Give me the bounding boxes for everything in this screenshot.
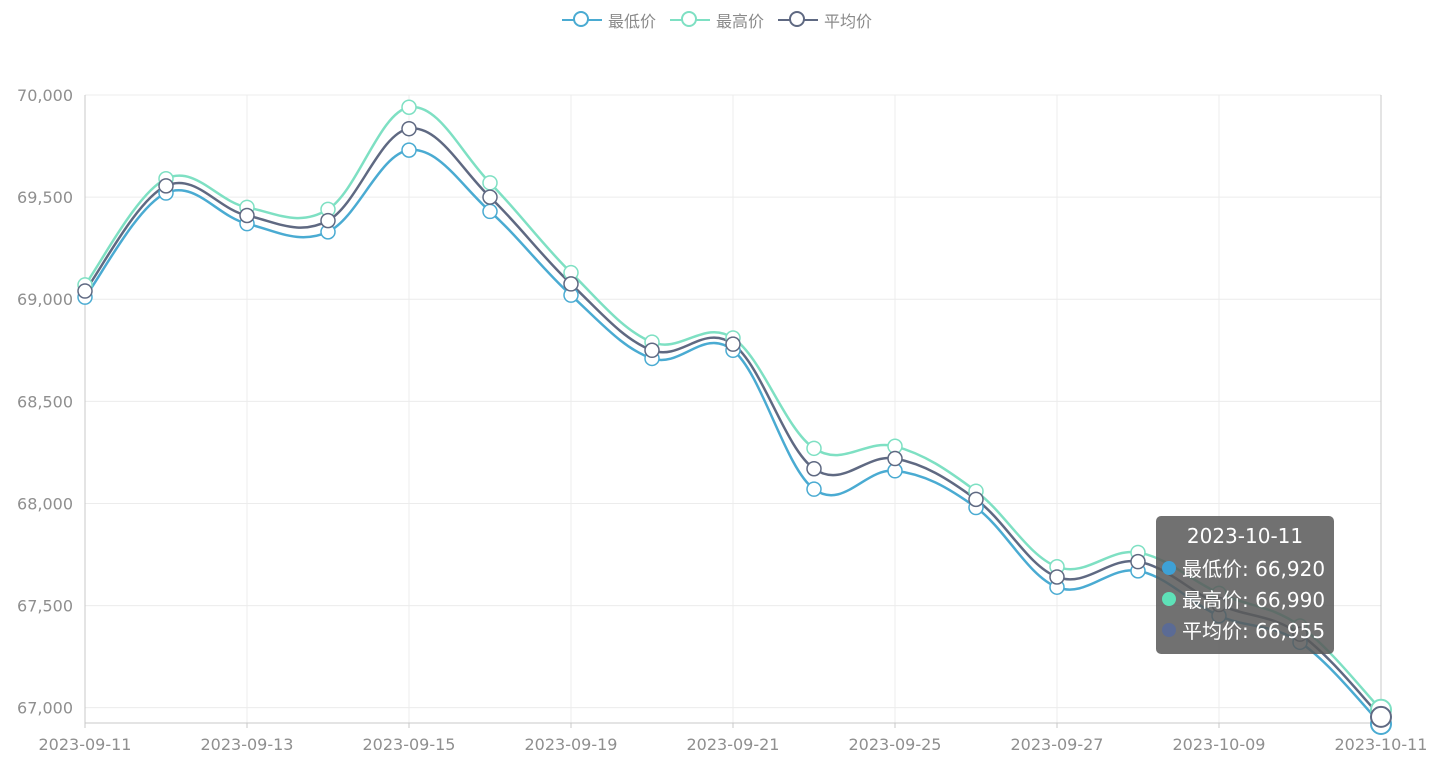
x-tick-label: 2023-09-27	[1011, 735, 1104, 754]
tooltip-value-lowest: 最低价: 66,920	[1182, 557, 1326, 581]
data-point-平均价	[482, 189, 498, 205]
tooltip-value-average: 平均价: 66,955	[1182, 619, 1326, 643]
legend-swatch-highest	[669, 9, 710, 31]
data-point-平均价	[806, 460, 822, 477]
x-tick-label: 2023-09-11	[39, 735, 132, 754]
tooltip-dot-highest	[1162, 591, 1176, 606]
y-tick-label: 69,500	[17, 188, 73, 207]
x-tick-label: 2023-09-25	[849, 735, 942, 754]
data-point-最低价	[482, 203, 498, 220]
y-tick-label: 70,000	[17, 86, 73, 105]
x-tick-label: 2023-09-19	[525, 735, 618, 754]
data-point-平均价	[644, 342, 660, 359]
y-tick-label: 68,000	[17, 494, 73, 513]
tooltip: 2023-10-11 最低价: 66,920 最高价: 66,990 平均价: …	[1156, 516, 1334, 654]
tooltip-value-highest: 最高价: 66,990	[1182, 588, 1326, 612]
y-tick-label: 67,000	[17, 699, 73, 718]
x-tick-label: 2023-09-21	[687, 735, 780, 754]
data-point-平均价	[563, 276, 579, 292]
legend-item-average[interactable]: 平均价	[778, 8, 872, 32]
legend-swatch-lowest	[561, 9, 602, 31]
legend-swatch-average	[778, 9, 818, 31]
data-point-最低价	[401, 142, 417, 158]
x-tick-label: 2023-10-09	[1173, 735, 1266, 754]
tooltip-row-lowest: 最低价: 66,920	[1162, 552, 1328, 583]
data-point-平均价	[1049, 569, 1065, 585]
tooltip-dot-lowest	[1162, 560, 1176, 575]
tooltip-title: 2023-10-11	[1186, 524, 1304, 548]
data-point-平均价	[725, 336, 741, 352]
data-point-平均价	[239, 207, 255, 224]
legend-item-lowest[interactable]: 最低价	[561, 8, 656, 32]
tooltip-dot-average	[1162, 622, 1176, 637]
y-tick-label: 68,500	[17, 392, 73, 411]
series-line-最高价	[84, 105, 1382, 711]
legend-item-highest[interactable]: 最高价	[669, 8, 764, 32]
legend-label-lowest: 最低价	[607, 12, 656, 31]
legend-label-average: 平均价	[824, 12, 873, 31]
x-tick-label: 2023-10-11	[1335, 735, 1428, 754]
legend-label-highest: 最高价	[715, 12, 764, 31]
x-tick-label: 2023-09-13	[201, 735, 294, 754]
data-point-平均价	[1130, 553, 1146, 570]
data-point-平均价	[1370, 705, 1392, 728]
data-point-最低价	[806, 481, 822, 497]
tooltip-row-average: 平均价: 66,955	[1162, 614, 1328, 645]
data-point-平均价	[320, 212, 336, 229]
legend: 最低价 最高价 平均价	[0, 8, 1434, 32]
data-point-平均价	[77, 283, 93, 299]
y-tick-label: 67,500	[17, 597, 73, 616]
data-point-平均价	[968, 491, 984, 508]
y-tick-label: 69,000	[17, 290, 73, 309]
data-point-平均价	[401, 120, 417, 137]
data-point-平均价	[887, 450, 903, 467]
tooltip-row-highest: 最高价: 66,990	[1162, 583, 1328, 614]
data-point-最高价	[806, 440, 822, 457]
data-point-最高价	[401, 99, 417, 116]
data-point-平均价	[158, 178, 174, 194]
data-point-最高价	[482, 175, 498, 191]
x-tick-label: 2023-09-15	[363, 735, 456, 754]
